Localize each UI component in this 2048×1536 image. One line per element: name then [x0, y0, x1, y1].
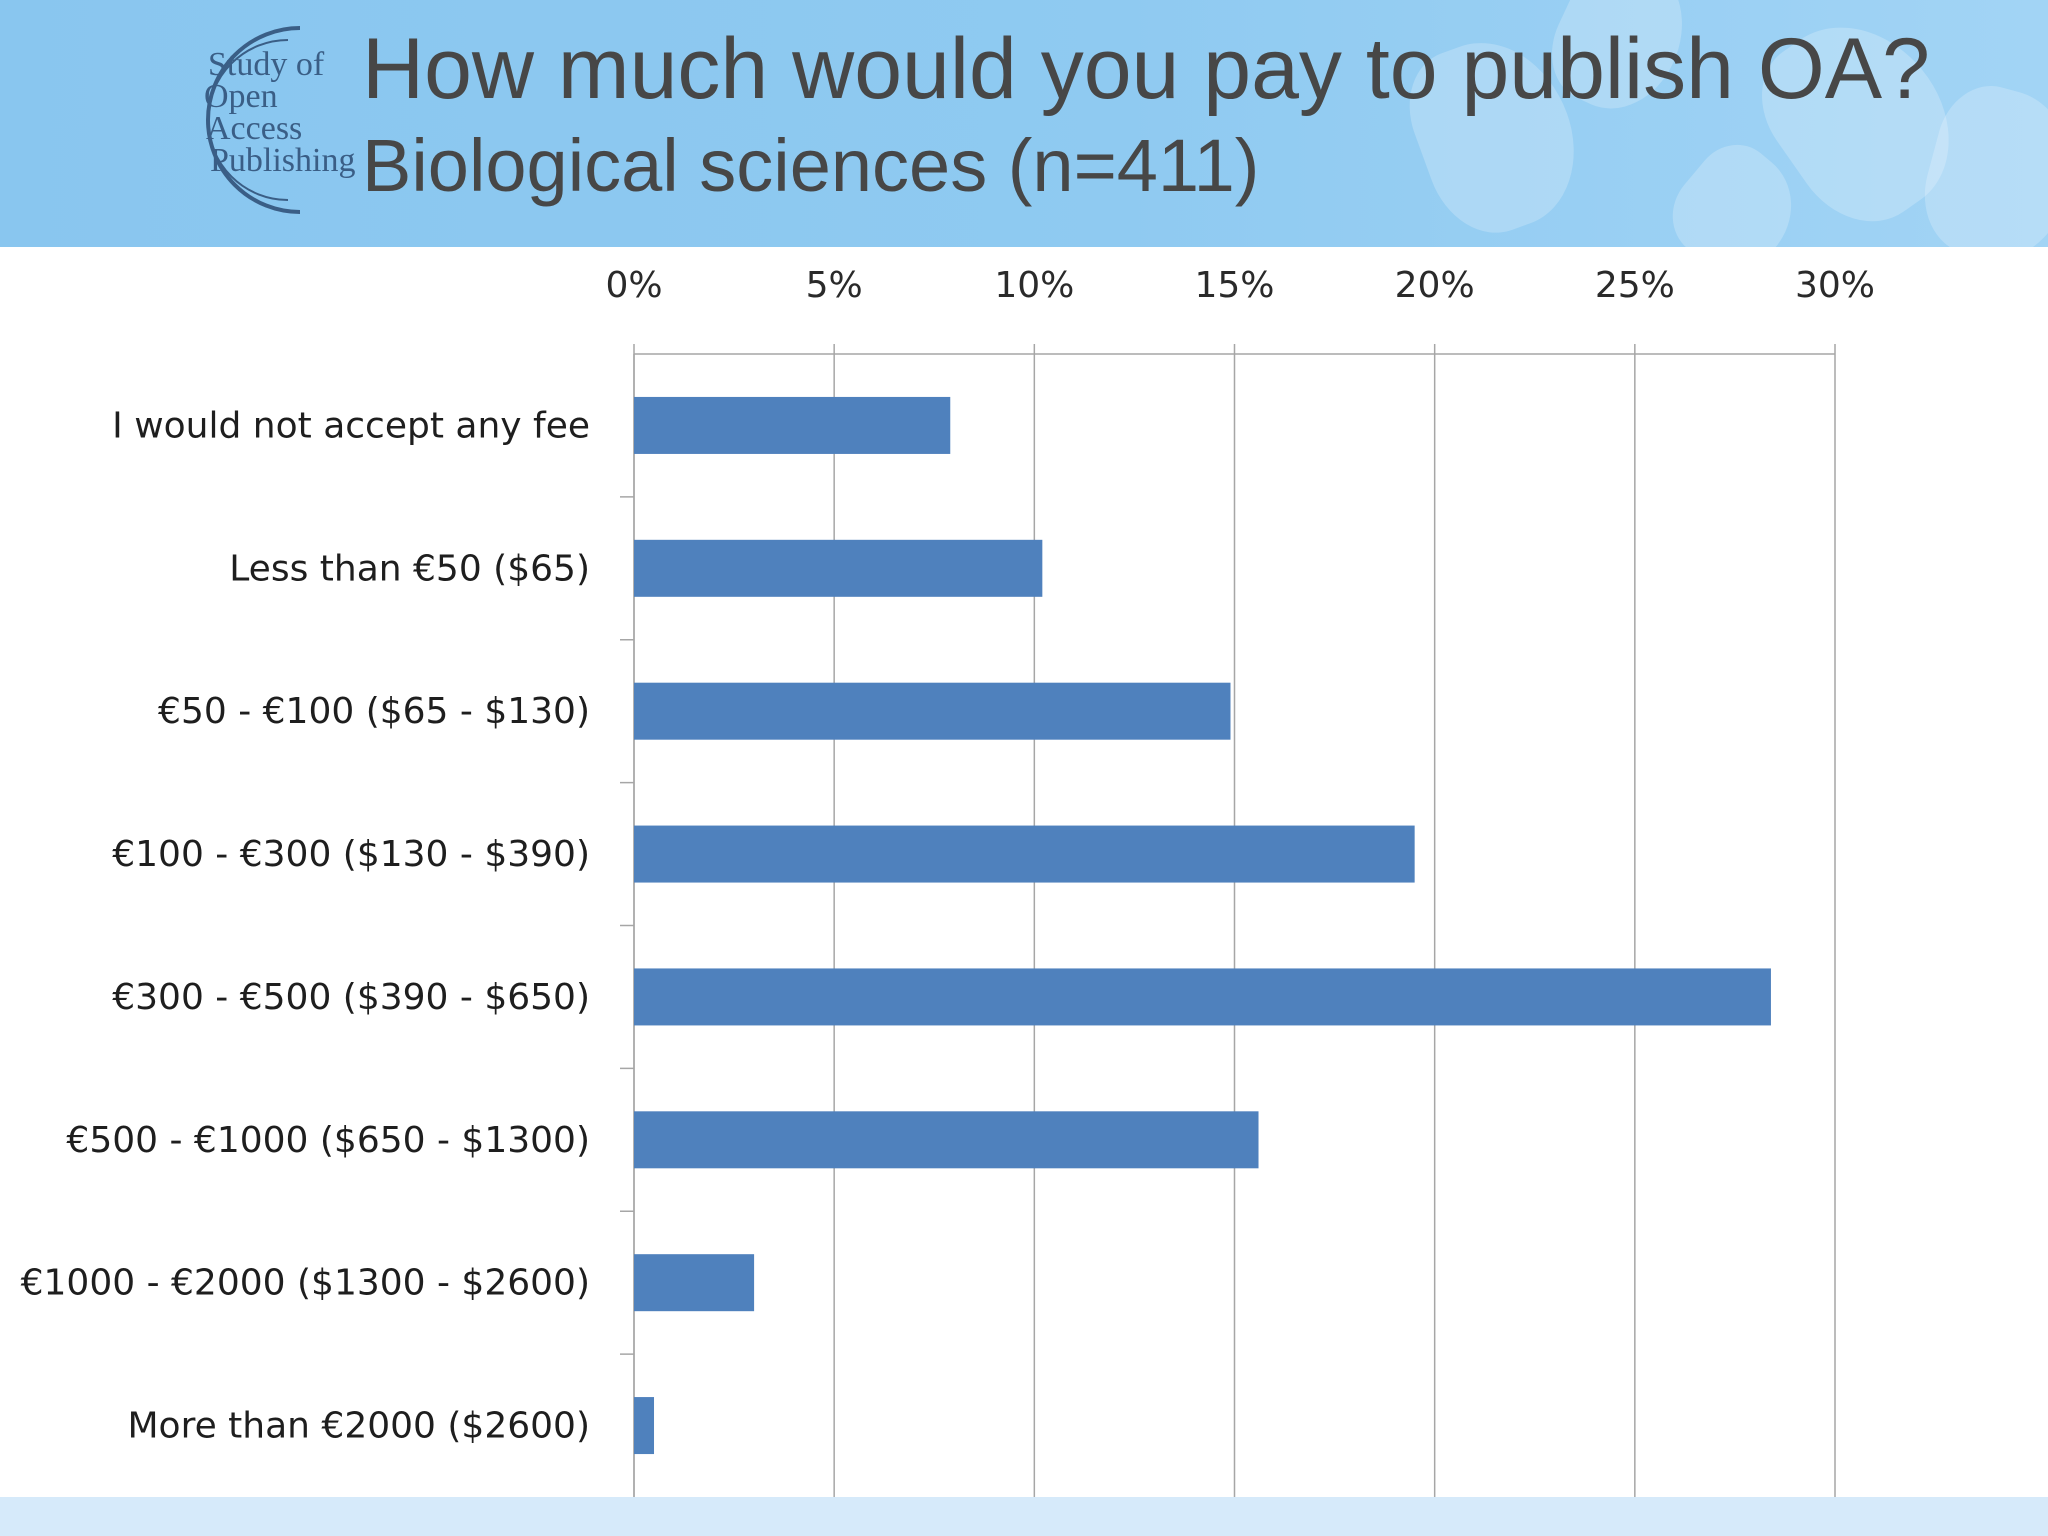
category-label: €1000 - €2000 ($1300 - $2600) — [21, 1263, 590, 1304]
logo-text-publishing: Publishing — [210, 142, 356, 179]
footer-strip — [0, 1497, 2048, 1536]
category-label: €100 - €300 ($130 - $390) — [112, 834, 590, 875]
x-tick-label: 0% — [605, 265, 662, 306]
logo-arc-icon — [206, 26, 301, 214]
bar — [634, 1111, 1259, 1169]
x-tick-label: 10% — [994, 265, 1074, 306]
bar — [634, 968, 1771, 1026]
x-tick-label: 30% — [1795, 265, 1875, 306]
bar — [634, 825, 1415, 883]
x-tick-label: 15% — [1194, 265, 1274, 306]
category-label: I would not accept any fee — [112, 405, 590, 446]
bar — [634, 1254, 755, 1312]
bar — [634, 682, 1231, 740]
bar — [634, 396, 951, 454]
slide-header: Study of Open Access Publishing How much… — [0, 0, 2048, 247]
category-label: €50 - €100 ($65 - $130) — [158, 691, 590, 732]
x-tick-label: 5% — [806, 265, 863, 306]
category-label: Less than €50 ($65) — [229, 548, 590, 589]
bar-chart: 0% 5% 10% 15% 20% 25% 30% I would not accept an… — [21, 265, 1875, 1497]
bar — [634, 539, 1043, 597]
category-label: €300 - €500 ($390 - $650) — [112, 977, 590, 1018]
logo-text-study: Study of — [208, 46, 325, 83]
logo-text-open: Open — [204, 78, 278, 115]
study-of-open-access-publishing-logo: Study of Open Access Publishing — [160, 20, 360, 220]
category-label: €500 - €1000 ($650 - $1300) — [66, 1120, 590, 1161]
category-label: More than €2000 ($2600) — [127, 1406, 590, 1447]
x-tick-label: 20% — [1395, 265, 1475, 306]
slide-subtitle: Biological sciences (n=411) — [362, 124, 1260, 207]
slide-title: How much would you pay to publish OA? — [362, 21, 1930, 117]
x-tick-label: 25% — [1595, 265, 1675, 306]
bar — [634, 1397, 655, 1455]
logo-text-access: Access — [206, 110, 303, 147]
chart-area: 0% 5% 10% 15% 20% 25% 30% I would not accept an… — [0, 247, 2048, 1497]
